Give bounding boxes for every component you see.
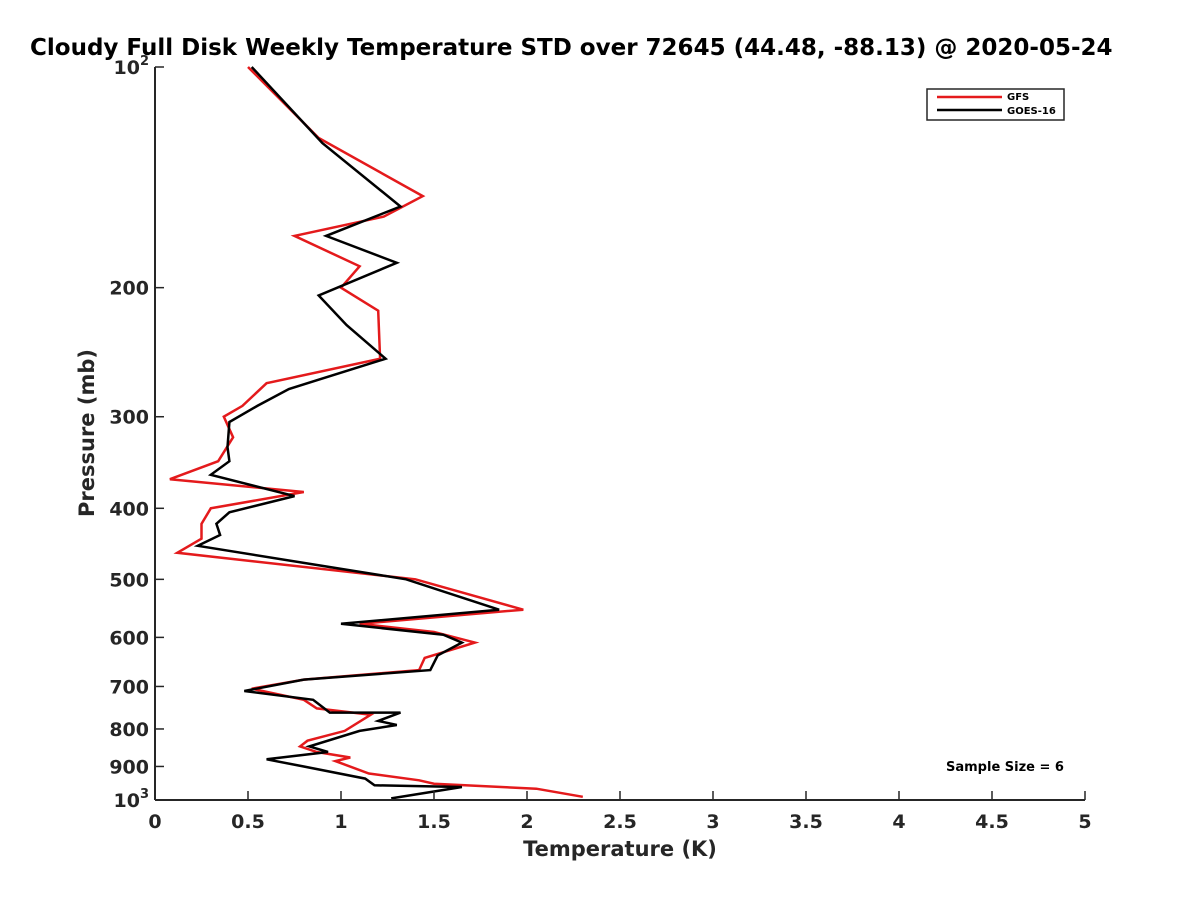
x-ticks: 0 0.5 1 1.5 2 2.5 3 3.5 4 4.5 5 bbox=[148, 791, 1092, 833]
x-tick-label: 2 bbox=[520, 811, 533, 833]
chart-title: Cloudy Full Disk Weekly Temperature STD … bbox=[30, 35, 1113, 61]
y-tick-label: 200 bbox=[109, 278, 149, 300]
x-tick-label: 5 bbox=[1078, 811, 1091, 833]
x-tick-label: 1 bbox=[334, 811, 347, 833]
x-tick-label: 4 bbox=[892, 811, 905, 833]
legend-label-goes16: GOES-16 bbox=[1007, 106, 1056, 117]
legend: GFS GOES-16 bbox=[926, 88, 1065, 121]
series-layer bbox=[169, 66, 584, 800]
y-ticks: 102 200 300 400 500 600 700 800 900 103 bbox=[109, 54, 164, 812]
y-tick-label: 102 bbox=[114, 54, 150, 79]
legend-label-gfs: GFS bbox=[1007, 92, 1029, 103]
x-tick-label: 1.5 bbox=[417, 811, 451, 833]
series-line-goes16 bbox=[193, 66, 500, 800]
y-axis-label: Pressure (mb) bbox=[75, 349, 99, 517]
y-tick-label: 300 bbox=[109, 407, 149, 429]
legend-box bbox=[926, 88, 1065, 121]
x-axis-label: Temperature (K) bbox=[523, 837, 717, 861]
sample-size-annotation: Sample Size = 6 bbox=[946, 760, 1064, 775]
y-tick-label: 700 bbox=[109, 676, 149, 698]
series-line-gfs bbox=[169, 66, 584, 799]
y-tick-label: 800 bbox=[109, 719, 149, 741]
y-tick-label: 500 bbox=[109, 569, 149, 591]
plot-area: 0 0.5 1 1.5 2 2.5 3 3.5 4 4.5 5 102 200 300 400 500 600… bbox=[109, 54, 1091, 833]
y-tick-label: 400 bbox=[109, 498, 149, 520]
x-tick-label: 3.5 bbox=[789, 811, 823, 833]
x-tick-label: 3 bbox=[706, 811, 719, 833]
x-tick-label: 2.5 bbox=[603, 811, 637, 833]
y-tick-label: 900 bbox=[109, 756, 149, 778]
x-tick-label: 0.5 bbox=[231, 811, 265, 833]
x-tick-label: 0 bbox=[148, 811, 161, 833]
y-tick-label: 103 bbox=[114, 787, 150, 812]
y-tick-label: 600 bbox=[109, 627, 149, 649]
plot-background bbox=[155, 67, 1085, 800]
x-tick-label: 4.5 bbox=[975, 811, 1009, 833]
